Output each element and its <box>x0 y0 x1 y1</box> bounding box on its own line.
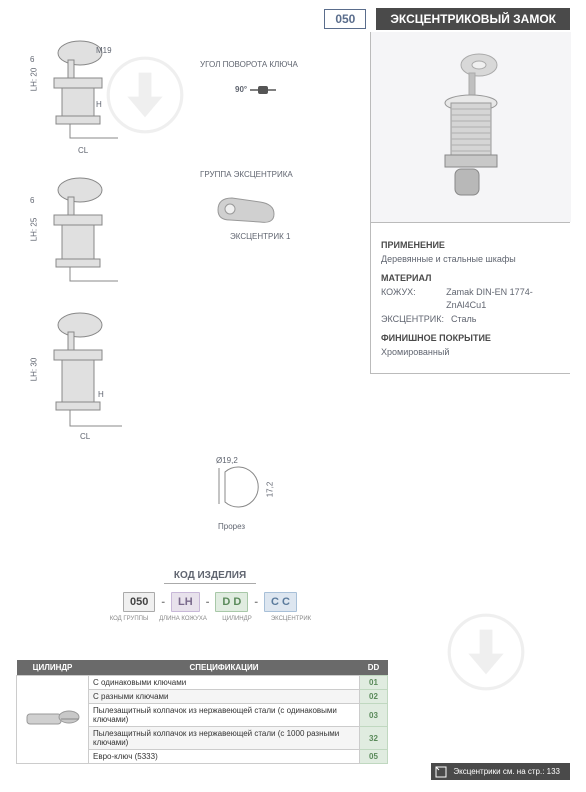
finish-body: Хромированный <box>381 346 564 360</box>
dd-cell: 02 <box>360 690 388 704</box>
th-cylinder: ЦИЛИНДР <box>17 660 89 676</box>
code-sub-3: ЭКСЦЕНТРИК <box>266 616 316 622</box>
dd-cell: 05 <box>360 750 388 764</box>
lh30-label: LH: 30 <box>29 358 38 382</box>
m19-label: M19 <box>96 46 112 55</box>
product-code-section: КОД ИЗДЕЛИЯ 050 - LH - D D - C C КОД ГРУ… <box>50 570 370 622</box>
bore-drawing <box>205 460 265 515</box>
footer-note: Эксцентрики см. на стр.: 133 <box>431 763 570 780</box>
slot-label: Прорез <box>218 522 245 531</box>
cam1-label: ЭКСЦЕНТРИК 1 <box>230 232 290 241</box>
dd-cell: 32 <box>360 727 388 750</box>
h-label-1: H <box>96 100 102 109</box>
product-code-boxes: 050 - LH - D D - C C <box>50 592 370 612</box>
product-code-title: КОД ИЗДЕЛИЯ <box>164 570 256 584</box>
dia-label: Ø19,2 <box>216 456 238 465</box>
code-sub-1: ДЛИНА КОЖУХА <box>158 616 208 622</box>
mat-value-1: Сталь <box>451 313 476 327</box>
code-box-lh: LH <box>171 592 200 612</box>
spec-cell: Пылезащитный колпачок из нержавеющей ста… <box>89 704 360 727</box>
mat-label-0: КОЖУХ: <box>381 286 446 313</box>
code-box-cc: C C <box>264 592 297 612</box>
cylinder-image-cell <box>17 676 89 764</box>
code-sub-0: КОД ГРУППЫ <box>104 616 154 622</box>
tech-drawing-lh25 <box>30 175 140 295</box>
code-dash: - <box>161 596 165 608</box>
page-header: 050 ЭКСЦЕНТРИКОВЫЙ ЗАМОК <box>324 8 570 30</box>
right-info: ПРИМЕНЕНИЕ Деревянные и стальные шкафы М… <box>371 222 570 374</box>
material-title: МАТЕРИАЛ <box>381 272 564 286</box>
code-box-050: 050 <box>123 592 155 612</box>
six-label-2: 6 <box>30 196 34 205</box>
code-sub-2: ЦИЛИНДР <box>212 616 262 622</box>
mat-value-0: Zamak DIN-EN 1774-ZnAl4Cu1 <box>446 286 564 313</box>
dd-cell: 01 <box>360 676 388 690</box>
product-code-sublabels: КОД ГРУППЫ ДЛИНА КОЖУХА ЦИЛИНДР ЭКСЦЕНТР… <box>50 616 370 622</box>
table-row: С одинаковыми ключами 01 <box>17 676 388 690</box>
spec-cell: С разными ключами <box>89 690 360 704</box>
cl-label-1: CL <box>78 146 88 155</box>
code-dash: - <box>206 596 210 608</box>
th-spec: СПЕЦИФИКАЦИИ <box>89 660 360 676</box>
right-column: ПРИМЕНЕНИЕ Деревянные и стальные шкафы М… <box>370 32 570 374</box>
code-dash: - <box>254 596 258 608</box>
six-label-1: 6 <box>30 55 34 64</box>
h-label-3: H <box>98 390 104 399</box>
cl-label-3: CL <box>80 432 90 441</box>
key-rotation-title: УГОЛ ПОВОРОТА КЛЮЧА <box>200 60 298 69</box>
code-box-dd: D D <box>215 592 248 612</box>
dim-h-label: 17,2 <box>265 482 274 498</box>
cam-shape-icon <box>210 190 280 230</box>
key-rotation-icon <box>250 80 276 100</box>
tech-drawing-lh20 <box>30 38 140 153</box>
cam-group-title: ГРУППА ЭКСЦЕНТРИКА <box>200 170 293 179</box>
material-rows: КОЖУХ:Zamak DIN-EN 1774-ZnAl4Cu1 ЭКСЦЕНТ… <box>381 286 564 327</box>
page-ref-icon <box>435 766 447 778</box>
group-code-box: 050 <box>324 9 366 29</box>
dd-cell: 03 <box>360 704 388 727</box>
cam-lock-photo-svg <box>421 47 521 207</box>
application-title: ПРИМЕНЕНИЕ <box>381 239 564 253</box>
spec-cell: Пылезащитный колпачок из нержавеющей ста… <box>89 727 360 750</box>
lh20-label: LH: 20 <box>29 68 38 92</box>
th-dd: DD <box>360 660 388 676</box>
page-title: ЭКСЦЕНТРИКОВЫЙ ЗАМОК <box>376 8 570 30</box>
application-body: Деревянные и стальные шкафы <box>381 253 564 267</box>
footer-text: Эксцентрики см. на стр.: 133 <box>453 767 560 776</box>
key-angle: 90° <box>235 85 247 94</box>
mat-label-1: ЭКСЦЕНТРИК: <box>381 313 451 327</box>
product-photo <box>371 32 571 222</box>
watermark-icon-2 <box>446 612 526 692</box>
finish-title: ФИНИШНОЕ ПОКРЫТИЕ <box>381 332 564 346</box>
cylinder-icon <box>23 706 83 732</box>
spec-cell: Евро-ключ (5333) <box>89 750 360 764</box>
tech-drawing-lh30 <box>30 310 140 440</box>
lh25-label: LH: 25 <box>29 218 38 242</box>
spec-cell: С одинаковыми ключами <box>89 676 360 690</box>
spec-table: ЦИЛИНДР СПЕЦИФИКАЦИИ DD С одинаковыми кл… <box>16 660 388 764</box>
